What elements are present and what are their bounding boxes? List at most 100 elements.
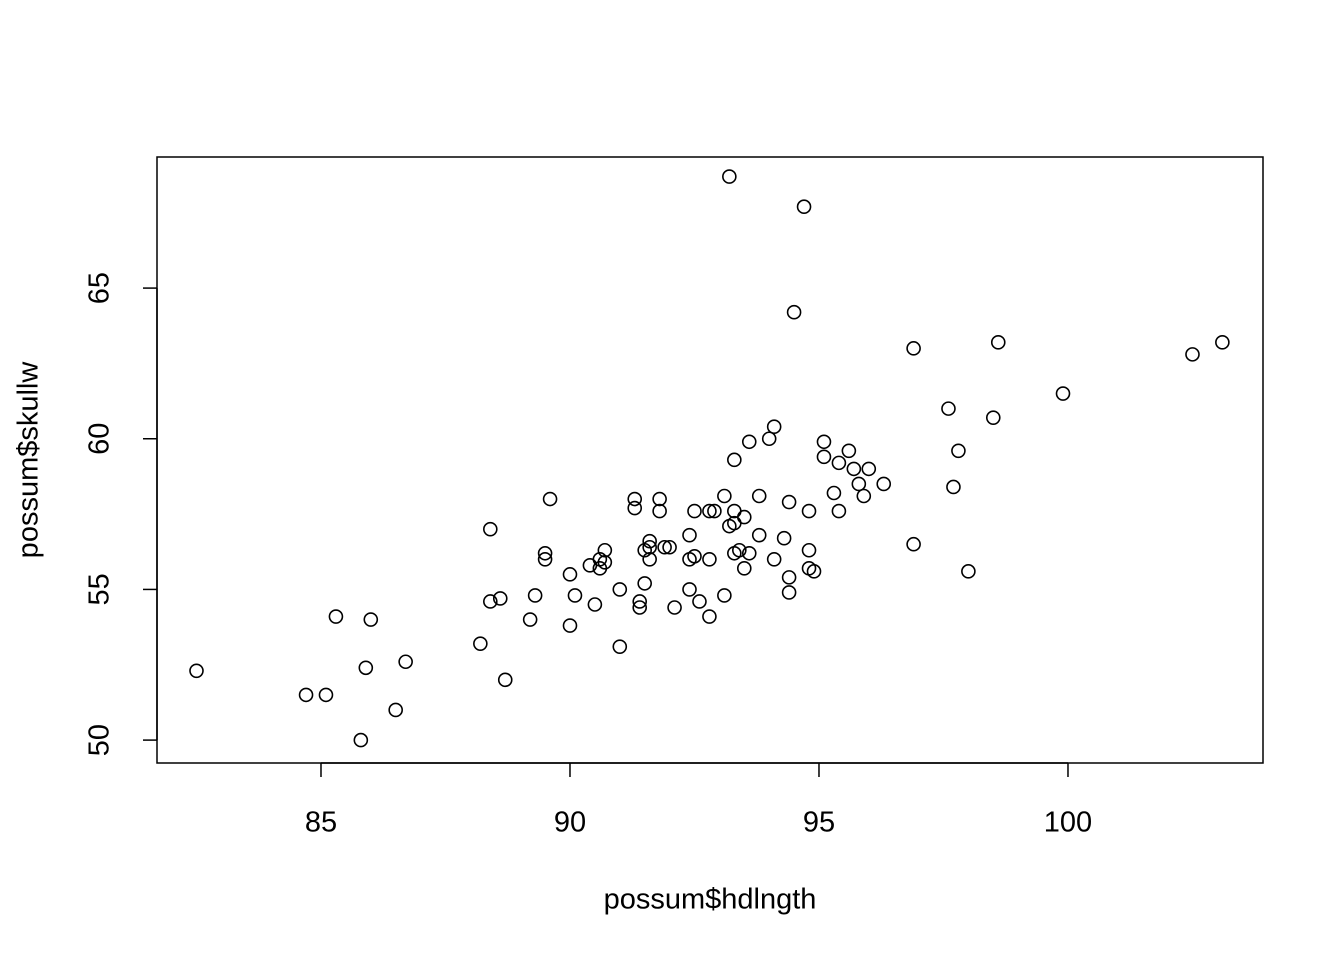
point (990, 335, 1006, 350)
point (946, 479, 961, 495)
point (941, 401, 956, 416)
x-axis-title: possum$hdlngth (604, 884, 817, 916)
point (841, 443, 857, 459)
point (537, 551, 553, 567)
point (627, 500, 643, 516)
point (483, 521, 498, 537)
point (388, 702, 403, 718)
point (751, 527, 767, 543)
point (906, 341, 921, 356)
x-tick-label: 90 (554, 807, 586, 839)
point (682, 582, 697, 597)
point (801, 542, 817, 558)
point (702, 551, 717, 567)
point (637, 576, 652, 591)
point (846, 461, 862, 477)
point (806, 564, 822, 579)
y-tick-label: 50 (84, 724, 116, 756)
point (597, 542, 613, 558)
point (562, 567, 578, 582)
point (876, 476, 892, 492)
point (831, 503, 847, 519)
point (732, 542, 747, 558)
point (816, 449, 832, 465)
point (826, 485, 842, 501)
point (786, 304, 802, 320)
point (597, 555, 613, 570)
point (497, 672, 513, 688)
point (717, 588, 732, 603)
point (567, 588, 583, 603)
point (687, 548, 702, 564)
point (642, 533, 657, 549)
point (961, 564, 976, 579)
point (682, 527, 697, 543)
y-tick-label: 65 (84, 272, 116, 304)
point (562, 618, 578, 633)
point (358, 660, 374, 676)
point (751, 488, 767, 504)
point (652, 491, 667, 507)
point (851, 476, 867, 492)
point (632, 600, 648, 615)
point (906, 536, 921, 552)
point (667, 600, 682, 615)
point (727, 503, 742, 519)
point (492, 591, 508, 606)
point (727, 452, 742, 468)
point (353, 732, 369, 748)
point (736, 561, 752, 576)
point (951, 443, 966, 459)
point (587, 597, 603, 612)
point (692, 594, 707, 609)
point (816, 434, 832, 450)
point (781, 570, 797, 585)
point (831, 455, 847, 471)
point (1055, 386, 1071, 401)
point (522, 612, 538, 627)
point (527, 588, 543, 603)
y-tick-label: 60 (84, 423, 116, 455)
point (612, 639, 628, 654)
point (801, 503, 817, 519)
y-tick-label: 55 (84, 573, 116, 605)
point (657, 539, 672, 555)
point (861, 461, 877, 477)
point (796, 199, 812, 215)
point (542, 491, 558, 507)
point (627, 491, 643, 507)
point (707, 503, 722, 519)
point (687, 503, 702, 519)
point (985, 410, 1001, 425)
point (652, 503, 667, 519)
point (632, 594, 648, 609)
point (781, 585, 797, 600)
point (722, 169, 737, 184)
point (766, 551, 782, 567)
point (1185, 347, 1200, 362)
point (328, 609, 344, 624)
point (781, 494, 797, 510)
point (642, 539, 657, 555)
point (483, 594, 498, 609)
point (776, 530, 792, 546)
y-axis-title: possum$skullw (13, 361, 45, 559)
point (1215, 335, 1230, 350)
point (741, 434, 757, 450)
x-tick-label: 95 (803, 807, 835, 839)
point (473, 636, 488, 651)
point (398, 654, 413, 670)
point (736, 509, 752, 525)
point (612, 582, 628, 597)
point (642, 551, 657, 567)
plot-box (156, 156, 1264, 764)
point (298, 687, 314, 703)
x-tick-label: 85 (305, 807, 337, 839)
point (702, 609, 717, 624)
x-tick-label: 100 (1044, 807, 1092, 839)
point (717, 488, 732, 504)
point (741, 545, 757, 561)
point (761, 431, 777, 447)
